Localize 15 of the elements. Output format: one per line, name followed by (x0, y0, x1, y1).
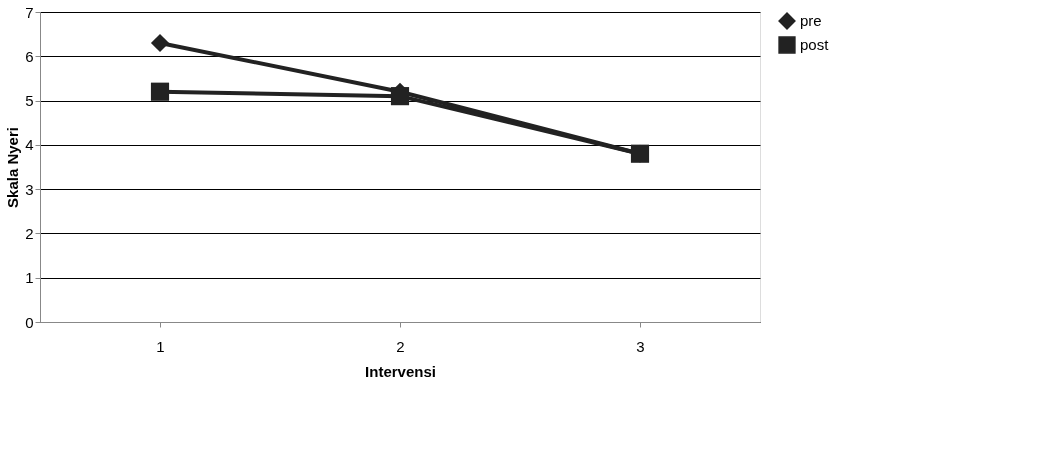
y-tick-label: 7 (25, 3, 34, 21)
legend-label: post (800, 36, 830, 53)
legend-label: pre (800, 12, 822, 29)
y-tick-label: 5 (25, 92, 34, 110)
y-axis-title: Skala Nyeri (4, 127, 22, 208)
x-tick-label: 1 (156, 337, 165, 355)
y-tick-label: 2 (25, 224, 34, 242)
x-tick-label: 2 (396, 337, 405, 355)
y-tick-label: 1 (25, 269, 34, 287)
y-tick-label: 0 (25, 313, 34, 331)
y-tick-label: 6 (25, 47, 34, 65)
y-tick-label: 4 (25, 136, 34, 154)
x-axis-title: Intervensi (365, 362, 436, 380)
x-tick-label: 3 (636, 337, 645, 355)
y-tick-label: 3 (25, 180, 34, 198)
